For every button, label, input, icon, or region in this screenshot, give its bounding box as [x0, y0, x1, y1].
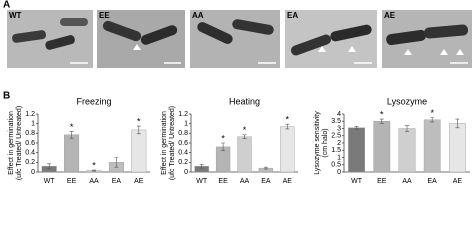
x-tick-label: EE	[67, 178, 77, 185]
x-tick-label: WT	[196, 178, 208, 185]
x-tick-label: AE	[283, 178, 293, 185]
y-tick-label: 1.5	[331, 147, 341, 154]
significance-mark: *	[430, 108, 434, 118]
error-bar	[379, 118, 384, 124]
error-bar	[69, 131, 74, 139]
error-bar	[285, 123, 290, 130]
y-tick-label: 0.4	[178, 150, 188, 157]
panel-label: B	[3, 91, 10, 102]
x-tick-label: AA	[402, 178, 412, 185]
x-tick-label: AA	[240, 178, 250, 185]
y-axis-label: Lysozyme sensitivity	[314, 111, 321, 175]
chart-title: Lysozyme	[387, 96, 427, 106]
chart-title: Heating	[229, 96, 260, 106]
y-tick-label: 0	[184, 169, 188, 176]
y-tick-label: 0.8	[25, 130, 35, 137]
error-bar	[430, 117, 435, 123]
significance-mark: *	[137, 116, 141, 126]
micrograph	[285, 10, 377, 68]
significance-mark: *	[70, 122, 74, 132]
bar	[398, 128, 416, 173]
y-tick-label: 4	[337, 111, 341, 118]
x-tick-label: WT	[44, 178, 56, 185]
y-tick-label: 0.4	[25, 150, 35, 157]
error-bar	[114, 157, 119, 168]
error-bar	[221, 142, 226, 152]
error-bar	[136, 125, 141, 135]
micrograph-label: WT	[9, 11, 22, 20]
x-tick-label: AE	[453, 178, 463, 185]
y-tick-label: 1.2	[25, 111, 35, 118]
figure: A B	[3, 0, 472, 185]
panel-label: A	[3, 0, 10, 11]
y-axis-label: (ufc Treated/ Untreated)	[16, 106, 23, 180]
error-bar	[92, 169, 96, 172]
y-tick-label: 0	[31, 169, 35, 176]
significance-mark: *	[243, 125, 247, 135]
y-tick-label: 0.6	[178, 140, 188, 147]
bar	[280, 126, 295, 173]
micrograph	[7, 10, 93, 68]
y-axis-label: Effect in germination	[8, 111, 15, 175]
micrograph-label: EA	[287, 11, 298, 20]
error-bar	[263, 166, 268, 170]
y-tick-label: 0.2	[178, 159, 188, 166]
significance-mark: *	[221, 133, 225, 143]
bar	[423, 119, 441, 173]
y-axis-label: Effect in germination	[161, 111, 168, 175]
significance-mark: *	[380, 109, 384, 119]
y-tick-label: 1	[337, 154, 341, 161]
bar	[449, 123, 466, 173]
y-tick-label: 1	[184, 121, 188, 128]
micrograph-label: AE	[384, 11, 396, 20]
y-tick-label: 0.5	[331, 162, 341, 169]
y-axis-label: (ufc Treated/ Untreated)	[169, 106, 176, 180]
micrograph	[190, 10, 280, 68]
significance-mark: *	[286, 115, 290, 125]
micrographs	[7, 10, 472, 68]
micrograph	[97, 10, 185, 68]
x-tick-label: WT	[351, 178, 363, 185]
y-tick-label: 0.6	[25, 140, 35, 147]
y-tick-label: 3	[337, 125, 341, 132]
error-bar	[405, 125, 409, 132]
y-axis-label: (cm halo)	[322, 128, 329, 157]
x-tick-label: AE	[134, 178, 144, 185]
bar	[373, 121, 391, 173]
bar	[237, 136, 252, 173]
y-tick-label: 1	[31, 121, 35, 128]
bar	[348, 127, 365, 173]
x-tick-label: EE	[218, 178, 228, 185]
error-bar	[455, 118, 460, 129]
micrograph	[382, 10, 472, 68]
micrograph-label: EE	[99, 11, 110, 20]
significance-mark: *	[92, 160, 96, 170]
y-tick-label: 2.5	[331, 133, 341, 140]
y-tick-label: 0	[337, 169, 341, 176]
error-bar	[242, 134, 247, 139]
micrograph-label: AA	[192, 11, 204, 20]
x-tick-label: EA	[112, 178, 122, 185]
error-bar	[199, 163, 204, 169]
chart-title: Freezing	[76, 96, 111, 106]
x-tick-label: AA	[89, 178, 99, 185]
y-tick-label: 2	[337, 140, 341, 147]
error-bar	[354, 126, 359, 130]
x-tick-label: EA	[261, 178, 271, 185]
x-tick-label: EE	[377, 178, 387, 185]
y-tick-label: 0.2	[25, 159, 35, 166]
bar	[64, 134, 80, 173]
bar	[131, 129, 147, 173]
x-tick-label: EA	[428, 178, 438, 185]
y-tick-label: 0.8	[178, 130, 188, 137]
y-tick-label: 1.2	[178, 111, 188, 118]
y-tick-label: 3.5	[331, 118, 341, 125]
error-bar	[47, 163, 52, 169]
